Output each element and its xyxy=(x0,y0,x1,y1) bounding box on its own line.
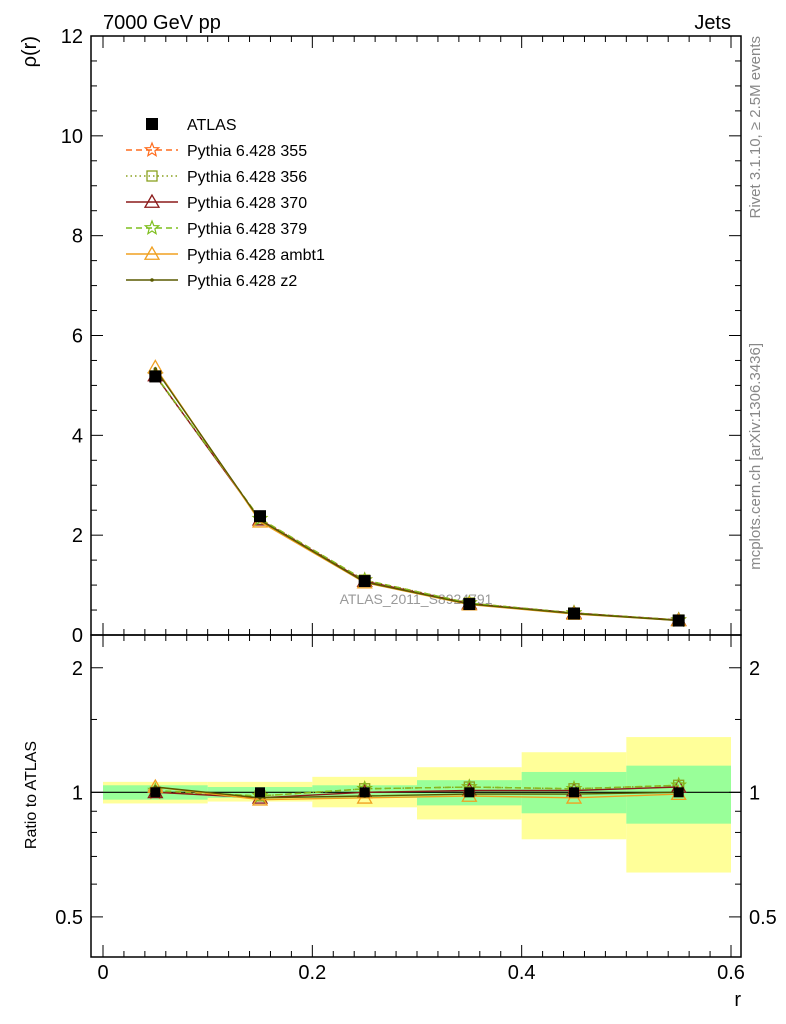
upper-ylabel: ρ(r) xyxy=(19,36,41,67)
lower-ytick-label: 0.5 xyxy=(55,907,83,929)
upper-ytick-label: 10 xyxy=(61,126,83,148)
legend-label: ATLAS xyxy=(187,117,237,134)
legend: ATLAS Pythia 6.428 355 Pythia 6.428 356 Pyt… xyxy=(126,117,325,290)
series-line xyxy=(154,367,679,622)
lower-bands xyxy=(103,737,731,873)
ratio-series-line xyxy=(155,784,679,797)
data-point xyxy=(153,367,158,371)
legend-marker xyxy=(143,141,161,158)
series-line xyxy=(154,368,679,622)
data-point xyxy=(254,510,266,523)
lower-ylabel: Ratio to ATLAS xyxy=(23,741,40,849)
side-mcplots-label: mcplots.cern.ch [arXiv:1306.3436] xyxy=(747,343,764,570)
upper-ytick-label: 6 xyxy=(72,326,83,348)
upper-ytick-label: 12 xyxy=(61,26,83,48)
ratio-reference-marker xyxy=(150,787,161,798)
legend-marker xyxy=(146,170,158,182)
series-line xyxy=(154,374,679,621)
series-line xyxy=(154,374,679,621)
legend-label: Pythia 6.428 370 xyxy=(187,195,307,212)
x-axis-label: r xyxy=(734,989,741,1011)
ratio-reference-marker xyxy=(464,787,475,798)
xtick-label: 0.2 xyxy=(298,962,326,984)
ratio-reference-marker xyxy=(673,787,684,798)
lower-frame xyxy=(90,634,742,958)
legend-label: Pythia 6.428 356 xyxy=(187,169,307,186)
series-line xyxy=(154,374,679,621)
lower-plot: 0.5 0.5 1 1 2 2 0 0.2 0.4 0.6 xyxy=(55,635,777,984)
ratio-series-line xyxy=(155,786,679,801)
upper-ytick-label: 0 xyxy=(72,625,83,647)
legend-marker xyxy=(150,278,154,282)
xtick-label: 0 xyxy=(97,962,108,984)
upper-ytick-label: 2 xyxy=(72,525,83,547)
ratio-reference-marker xyxy=(255,787,265,798)
ratio-series-line xyxy=(155,786,679,799)
header-right: Jets xyxy=(694,12,731,34)
legend-label: Pythia 6.428 379 xyxy=(187,221,307,238)
upper-watermark: ATLAS_2011_S8924791 xyxy=(340,591,493,607)
upper-ytick-label: 8 xyxy=(72,226,83,248)
upper-plot: 0 2 4 6 8 10 12 xyxy=(61,26,741,647)
ratio-reference-marker xyxy=(359,787,370,798)
legend-label: Pythia 6.428 ambt1 xyxy=(187,247,325,264)
header-left: 7000 GeV pp xyxy=(103,12,221,34)
legend-marker xyxy=(143,193,161,208)
series-line xyxy=(154,375,679,621)
data-point xyxy=(358,575,371,588)
lower-ytick-label-right: 0.5 xyxy=(749,907,777,929)
data-point xyxy=(672,614,685,627)
lower-ytick-label-right: 2 xyxy=(749,658,760,680)
legend-marker xyxy=(146,118,158,130)
data-point xyxy=(463,598,476,611)
side-rivet-label: Rivet 3.1.10, ≥ 2.5M events xyxy=(747,36,764,219)
legend-label: Pythia 6.428 355 xyxy=(187,143,307,160)
lower-ytick-label: 2 xyxy=(72,658,83,680)
legend-marker xyxy=(143,245,161,260)
frames xyxy=(90,35,742,958)
legend-marker xyxy=(143,219,161,236)
ratio-point xyxy=(251,791,269,806)
upper-ytick-label: 4 xyxy=(72,425,83,447)
lower-ytick-label: 1 xyxy=(72,782,83,804)
lower-ytick-label-right: 1 xyxy=(749,782,760,804)
xtick-label: 0.4 xyxy=(508,962,536,984)
legend-label: Pythia 6.428 z2 xyxy=(187,273,297,290)
ratio-reference-marker xyxy=(569,787,579,798)
data-point xyxy=(149,370,162,383)
xtick-label: 0.6 xyxy=(717,962,745,984)
data-point xyxy=(568,607,580,620)
